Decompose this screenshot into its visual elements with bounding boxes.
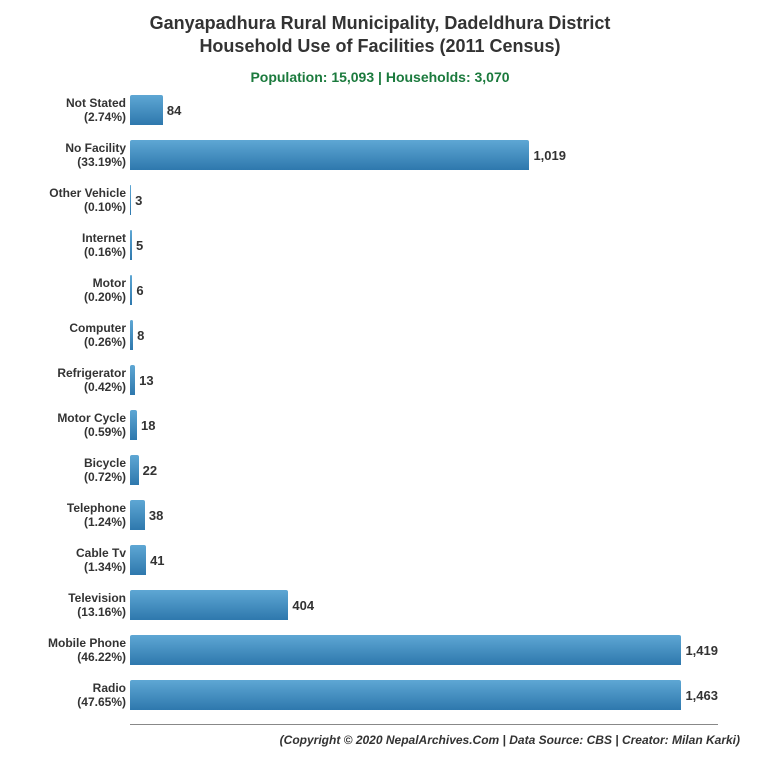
bar: [130, 185, 131, 215]
bar: [130, 410, 137, 440]
bar-row: Other Vehicle(0.10%)3: [130, 185, 718, 215]
bar-value: 1,019: [533, 148, 566, 163]
bar: [130, 635, 681, 665]
bar-value: 13: [139, 373, 153, 388]
bar: [130, 680, 681, 710]
bar: [130, 95, 163, 125]
chart-title: Ganyapadhura Rural Municipality, Dadeldh…: [12, 12, 748, 57]
bar-label: No Facility(33.19%): [65, 141, 130, 170]
bar-row: Cable Tv(1.34%)41: [130, 545, 718, 575]
bar: [130, 455, 139, 485]
bar-label: Telephone(1.24%): [67, 501, 130, 530]
bar-row: Motor Cycle(0.59%)18: [130, 410, 718, 440]
bar: [130, 230, 132, 260]
bar-row: No Facility(33.19%)1,019: [130, 140, 718, 170]
bar-row: Radio(47.65%)1,463: [130, 680, 718, 710]
chart-credit: (Copyright © 2020 NepalArchives.Com | Da…: [12, 733, 748, 747]
bar-value: 8: [137, 328, 144, 343]
chart-container: Ganyapadhura Rural Municipality, Dadeldh…: [0, 0, 768, 768]
bar-label: Other Vehicle(0.10%): [49, 186, 130, 215]
bar-label: Motor(0.20%): [84, 276, 130, 305]
bar-label: Refrigerator(0.42%): [57, 366, 130, 395]
bar-value: 18: [141, 418, 155, 433]
bar-label: Internet(0.16%): [82, 231, 130, 260]
bar-label: Bicycle(0.72%): [84, 456, 130, 485]
title-line-1: Ganyapadhura Rural Municipality, Dadeldh…: [150, 13, 611, 33]
bar-row: Refrigerator(0.42%)13: [130, 365, 718, 395]
title-line-2: Household Use of Facilities (2011 Census…: [199, 36, 560, 56]
bar: [130, 590, 288, 620]
bar-value: 1,463: [685, 688, 718, 703]
bar-value: 3: [135, 193, 142, 208]
bar-label: Cable Tv(1.34%): [76, 546, 130, 575]
bar-value: 404: [292, 598, 314, 613]
bar: [130, 500, 145, 530]
bar-row: Computer(0.26%)8: [130, 320, 718, 350]
bar: [130, 545, 146, 575]
bar: [130, 320, 133, 350]
chart-subtitle: Population: 15,093 | Households: 3,070: [12, 69, 748, 85]
bar-value: 41: [150, 553, 164, 568]
bar: [130, 275, 132, 305]
bar-row: Internet(0.16%)5: [130, 230, 718, 260]
bar-row: Not Stated(2.74%)84: [130, 95, 718, 125]
bar-value: 6: [136, 283, 143, 298]
bar-label: Computer(0.26%): [69, 321, 130, 350]
bar-value: 22: [143, 463, 157, 478]
bar-label: Motor Cycle(0.59%): [57, 411, 130, 440]
bar-row: Television(13.16%)404: [130, 590, 718, 620]
bar-row: Mobile Phone(46.22%)1,419: [130, 635, 718, 665]
plot-area: Not Stated(2.74%)84 No Facility(33.19%)1,…: [130, 95, 718, 725]
bar-label: Radio(47.65%): [77, 681, 130, 710]
bar-row: Telephone(1.24%)38: [130, 500, 718, 530]
bar-label: Not Stated(2.74%): [66, 96, 130, 125]
bar-label: Mobile Phone(46.22%): [48, 636, 130, 665]
bar-value: 5: [136, 238, 143, 253]
bar-value: 84: [167, 103, 181, 118]
bar: [130, 140, 529, 170]
x-axis-line: [130, 724, 718, 725]
bar-row: Motor(0.20%)6: [130, 275, 718, 305]
bar-value: 1,419: [685, 643, 718, 658]
bar-label: Television(13.16%): [68, 591, 130, 620]
bar: [130, 365, 135, 395]
bar-value: 38: [149, 508, 163, 523]
bar-row: Bicycle(0.72%)22: [130, 455, 718, 485]
